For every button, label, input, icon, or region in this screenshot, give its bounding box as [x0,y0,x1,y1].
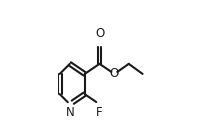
Text: O: O [95,27,104,40]
Text: O: O [110,67,119,80]
Text: N: N [65,106,74,119]
Text: F: F [96,106,103,119]
